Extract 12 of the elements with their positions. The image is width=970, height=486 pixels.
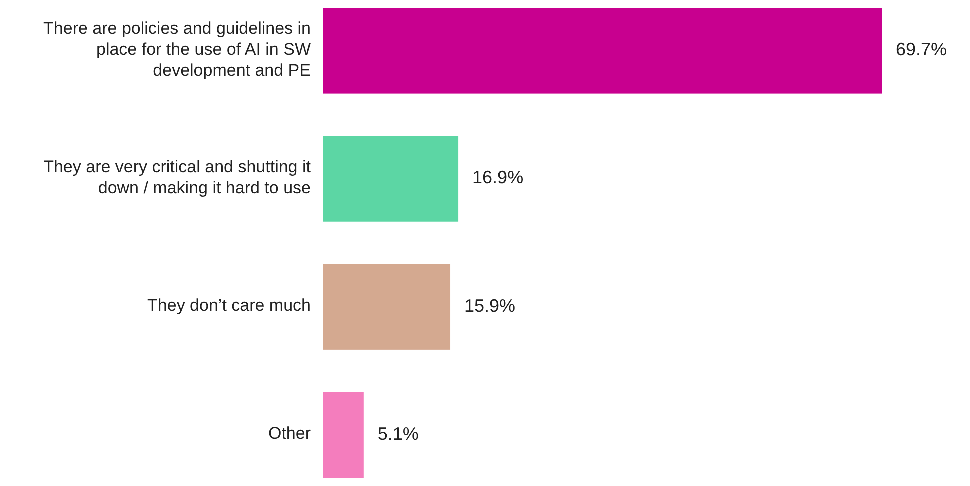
- y-tick-label: They are very critical and shutting it down / making it hard to use: [44, 158, 312, 198]
- data-label: 15.9%: [464, 296, 516, 316]
- bar: [323, 392, 364, 478]
- data-label: 16.9%: [472, 168, 524, 188]
- bar: [323, 8, 882, 94]
- y-tick-label: Other: [268, 424, 312, 444]
- data-label: 69.7%: [896, 40, 948, 60]
- y-tick-label: They don’t care much: [148, 296, 311, 316]
- bar: [323, 136, 459, 222]
- data-label: 5.1%: [378, 424, 419, 444]
- y-tick-label: There are policies and guidelines in place for the use of AI in SW development and PE: [44, 19, 311, 80]
- bar: [323, 264, 451, 350]
